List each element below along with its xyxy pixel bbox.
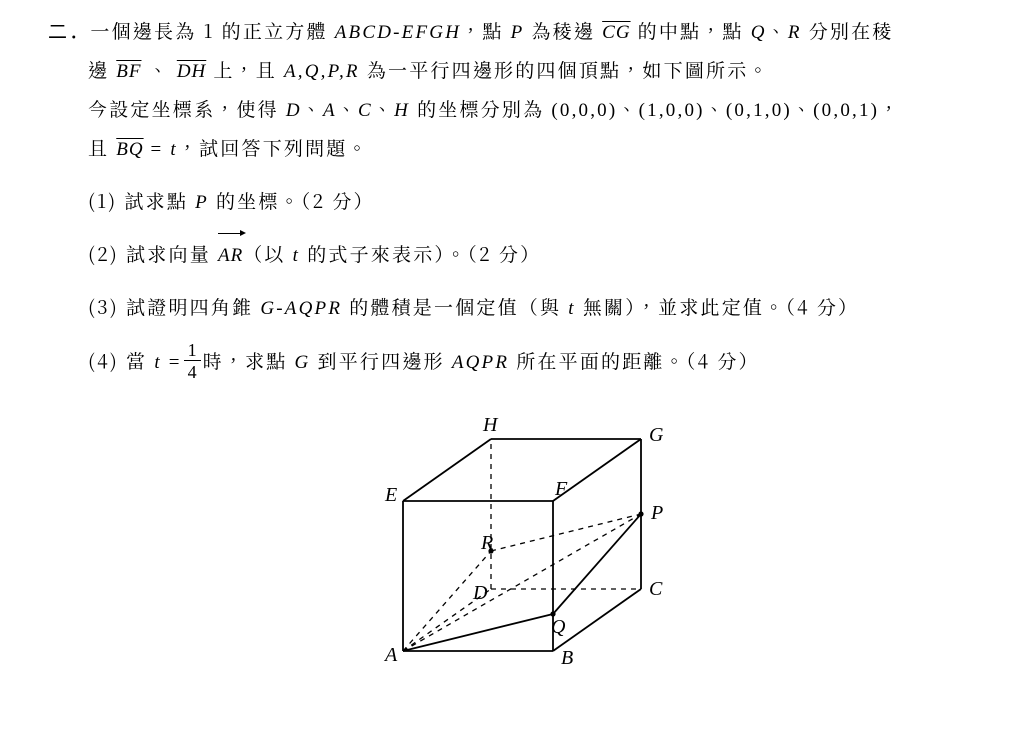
coord: (1,0,0): [639, 100, 705, 121]
text: 、: [141, 56, 176, 83]
stem-line-3: 今設定坐標系，使得 D、A、C、H 的坐標分別為 (0,0,0)、(1,0,0)…: [48, 90, 998, 129]
coord: (0,0,0): [551, 100, 617, 121]
svg-text:A: A: [383, 644, 398, 666]
svg-text:Q: Q: [551, 616, 566, 638]
text: 上，且: [206, 56, 284, 83]
text: 所在平面的距離。（4 分）: [509, 347, 760, 374]
text: (1) 試求點: [88, 187, 195, 214]
text: 的中點，點: [631, 17, 751, 44]
svg-text:B: B: [561, 647, 573, 669]
edge-BF: BF: [116, 61, 141, 82]
aqpr: A,Q,P,R: [284, 61, 360, 82]
coord: (0,0,1): [813, 100, 879, 121]
part-2: (2) 試求向量 AR（以 t 的式子來表示）。（2 分）: [48, 235, 998, 274]
var-Q: Q: [751, 22, 767, 43]
var-t: t: [568, 298, 575, 319]
arrow-icon: [218, 230, 245, 237]
sep: 、: [373, 95, 394, 122]
svg-text:R: R: [480, 532, 493, 554]
part-1: (1) 試求點 P 的坐標。（2 分）: [48, 182, 998, 221]
text: (4) 當: [88, 347, 154, 374]
part-4: (4) 當 t = 14 時，求點 G 到平行四邊形 AQPR 所在平面的距離。…: [48, 341, 998, 381]
var-R: R: [788, 22, 802, 43]
text: 、: [767, 17, 788, 44]
svg-text:P: P: [650, 502, 663, 524]
text: 為一平行四邊形的四個頂點，如下圖所示。: [360, 56, 770, 83]
stem-line-1: 二．一個邊長為 1 的正立方體 ABCD-EFGH，點 P 為稜邊 CG 的中點…: [48, 12, 998, 51]
text: (2) 試求向量: [88, 240, 218, 267]
text: 的坐標。（2 分）: [209, 187, 375, 214]
var-H: H: [394, 100, 410, 121]
cube-diagram: A B C D E F G H P Q R: [333, 389, 713, 689]
part-3: (3) 試證明四角錐 G-AQPR 的體積是一個定值（與 t 無關），並求此定值…: [48, 288, 998, 327]
eq: =: [144, 139, 171, 160]
sep: 、: [617, 95, 638, 122]
sep: 、: [337, 95, 358, 122]
denominator: 4: [184, 360, 201, 381]
text: 無關），並求此定值。（4 分）: [576, 293, 859, 320]
p4-seg: (4) 當 t =: [88, 342, 182, 381]
var-P: P: [511, 22, 525, 43]
vector-AR: AR: [218, 237, 243, 274]
text: 且: [88, 134, 116, 161]
svg-text:E: E: [384, 484, 397, 506]
svg-text:F: F: [554, 478, 568, 500]
text: ，點: [461, 17, 510, 44]
fraction-1-4: 14: [184, 341, 201, 381]
page: 二．一個邊長為 1 的正立方體 ABCD-EFGH，點 P 為稜邊 CG 的中點…: [0, 0, 1024, 689]
svg-text:C: C: [649, 578, 663, 600]
problem-number: 二．: [48, 22, 90, 43]
var-t: t: [154, 352, 161, 373]
svg-text:G: G: [649, 424, 664, 446]
text: 時，求點: [203, 347, 295, 374]
numerator: 1: [184, 341, 201, 360]
text: ，: [879, 95, 900, 122]
seg-BQ: BQ: [116, 139, 143, 160]
text: 的坐標分別為: [410, 95, 551, 122]
var-D: D: [286, 100, 302, 121]
text: 的式子來表示）。（2 分）: [300, 240, 541, 267]
sep: 、: [705, 95, 726, 122]
vector-label: AR: [218, 245, 243, 266]
text: ，試回答下列問題。: [178, 134, 369, 161]
var-A: A: [323, 100, 337, 121]
text: (3) 試證明四角錐: [88, 293, 260, 320]
aqpr: AQPR: [452, 352, 509, 373]
text: 分別在稜: [802, 17, 894, 44]
var-P: P: [195, 192, 209, 213]
sep: 、: [302, 95, 323, 122]
p4-seg2: 時，求點 G 到平行四邊形 AQPR 所在平面的距離。（4 分）: [203, 342, 760, 381]
text: 一個邊長為 1 的正立方體: [90, 17, 334, 44]
text: （以: [243, 240, 292, 267]
text: 邊: [88, 56, 116, 83]
stem-line-4: 且 BQ = t，試回答下列問題。: [48, 129, 998, 168]
svg-text:H: H: [482, 414, 499, 436]
solid-name: G-AQPR: [260, 298, 342, 319]
text: 今設定坐標系，使得: [88, 95, 286, 122]
coord: (0,1,0): [726, 100, 792, 121]
text: 到平行四邊形: [310, 347, 451, 374]
var-G: G: [295, 352, 311, 373]
text: 為稜邊: [524, 17, 602, 44]
text: 的體積是一個定值（與: [342, 293, 568, 320]
cube-name: ABCD-EFGH: [335, 22, 461, 43]
edge-CG: CG: [602, 22, 630, 43]
var-t: t: [170, 139, 177, 160]
var-C: C: [358, 100, 373, 121]
stem-line-2: 邊 BF 、 DH 上，且 A,Q,P,R 為一平行四邊形的四個頂點，如下圖所示…: [48, 51, 998, 90]
sep: 、: [792, 95, 813, 122]
eq: =: [162, 352, 182, 373]
edge-DH: DH: [177, 61, 206, 82]
svg-text:D: D: [472, 582, 488, 604]
